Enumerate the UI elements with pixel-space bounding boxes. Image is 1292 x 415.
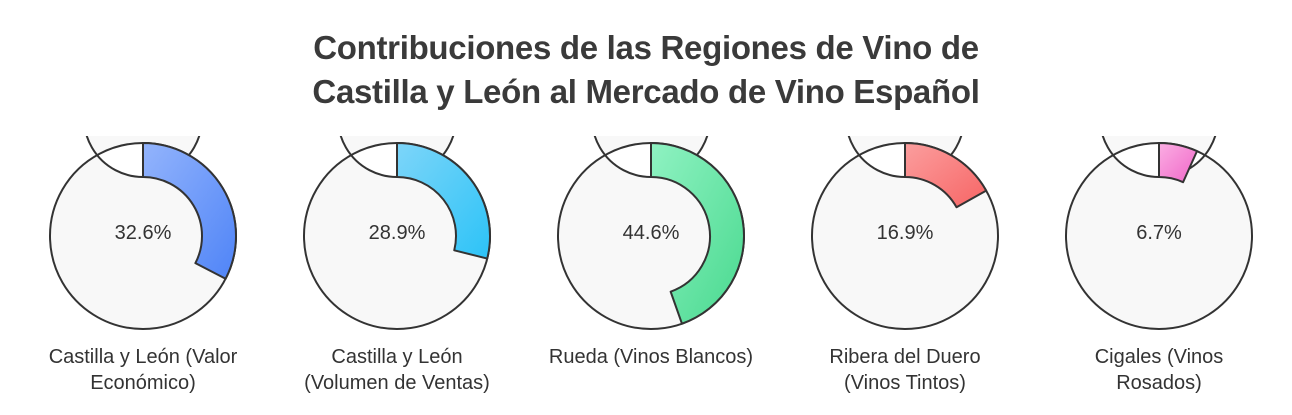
donut-value-label: 6.7% <box>1136 222 1182 244</box>
donut-track <box>1065 136 1253 330</box>
donut-category-label: Castilla y León (Volumen de Ventas) <box>267 344 527 396</box>
donut-segment <box>142 142 237 280</box>
category-label-line: (Volumen de Ventas) <box>304 372 490 394</box>
donut-segment <box>904 142 988 209</box>
category-label-line: (Vinos Tintos) <box>844 372 966 394</box>
category-label-line: Económico) <box>90 372 196 394</box>
donut-svg <box>303 136 491 330</box>
category-label-line: Castilla y León (Valor <box>48 346 238 368</box>
donut-value-label: 16.9% <box>876 222 934 244</box>
donut-svg <box>49 136 237 330</box>
donut-segment <box>1158 142 1199 184</box>
chart-title-line-1: Contribuciones de las Regiones de Vino d… <box>313 29 979 66</box>
donut-svg <box>557 136 745 330</box>
donut-segment <box>396 142 491 260</box>
donut-chart-2: 28.9% <box>297 136 497 336</box>
category-label-line: Castilla y León <box>331 346 463 368</box>
donut-chart-5: 6.7% <box>1059 136 1259 336</box>
donut-chart-4: 16.9% <box>805 136 1005 336</box>
donut-category-label: Castilla y León (Valor Económico) <box>13 344 273 396</box>
donut-value-label: 28.9% <box>368 222 426 244</box>
category-label-line: Cigales (Vinos <box>1094 346 1224 368</box>
chart-title: Contribuciones de las Regiones de Vino d… <box>0 26 1292 114</box>
category-label-line: Rueda (Vinos Blancos) <box>548 346 754 368</box>
donut-category-label: Cigales (Vinos Rosados) <box>1029 344 1289 396</box>
donut-segment <box>650 142 745 325</box>
category-label-line: Rosados) <box>1116 372 1202 394</box>
donut-value-label: 44.6% <box>622 222 680 244</box>
donut-chart-1: 32.6% <box>43 136 243 336</box>
donut-svg <box>1065 136 1253 330</box>
chart-title-line-2: Castilla y León al Mercado de Vino Españ… <box>312 73 980 110</box>
donut-value-label: 32.6% <box>114 222 172 244</box>
donut-svg <box>811 136 999 330</box>
donut-chart-3: 44.6% <box>551 136 751 336</box>
category-label-line: Ribera del Duero <box>829 346 981 368</box>
donut-category-label: Rueda (Vinos Blancos) <box>521 344 781 370</box>
donut-category-label: Ribera del Duero (Vinos Tintos) <box>775 344 1035 396</box>
